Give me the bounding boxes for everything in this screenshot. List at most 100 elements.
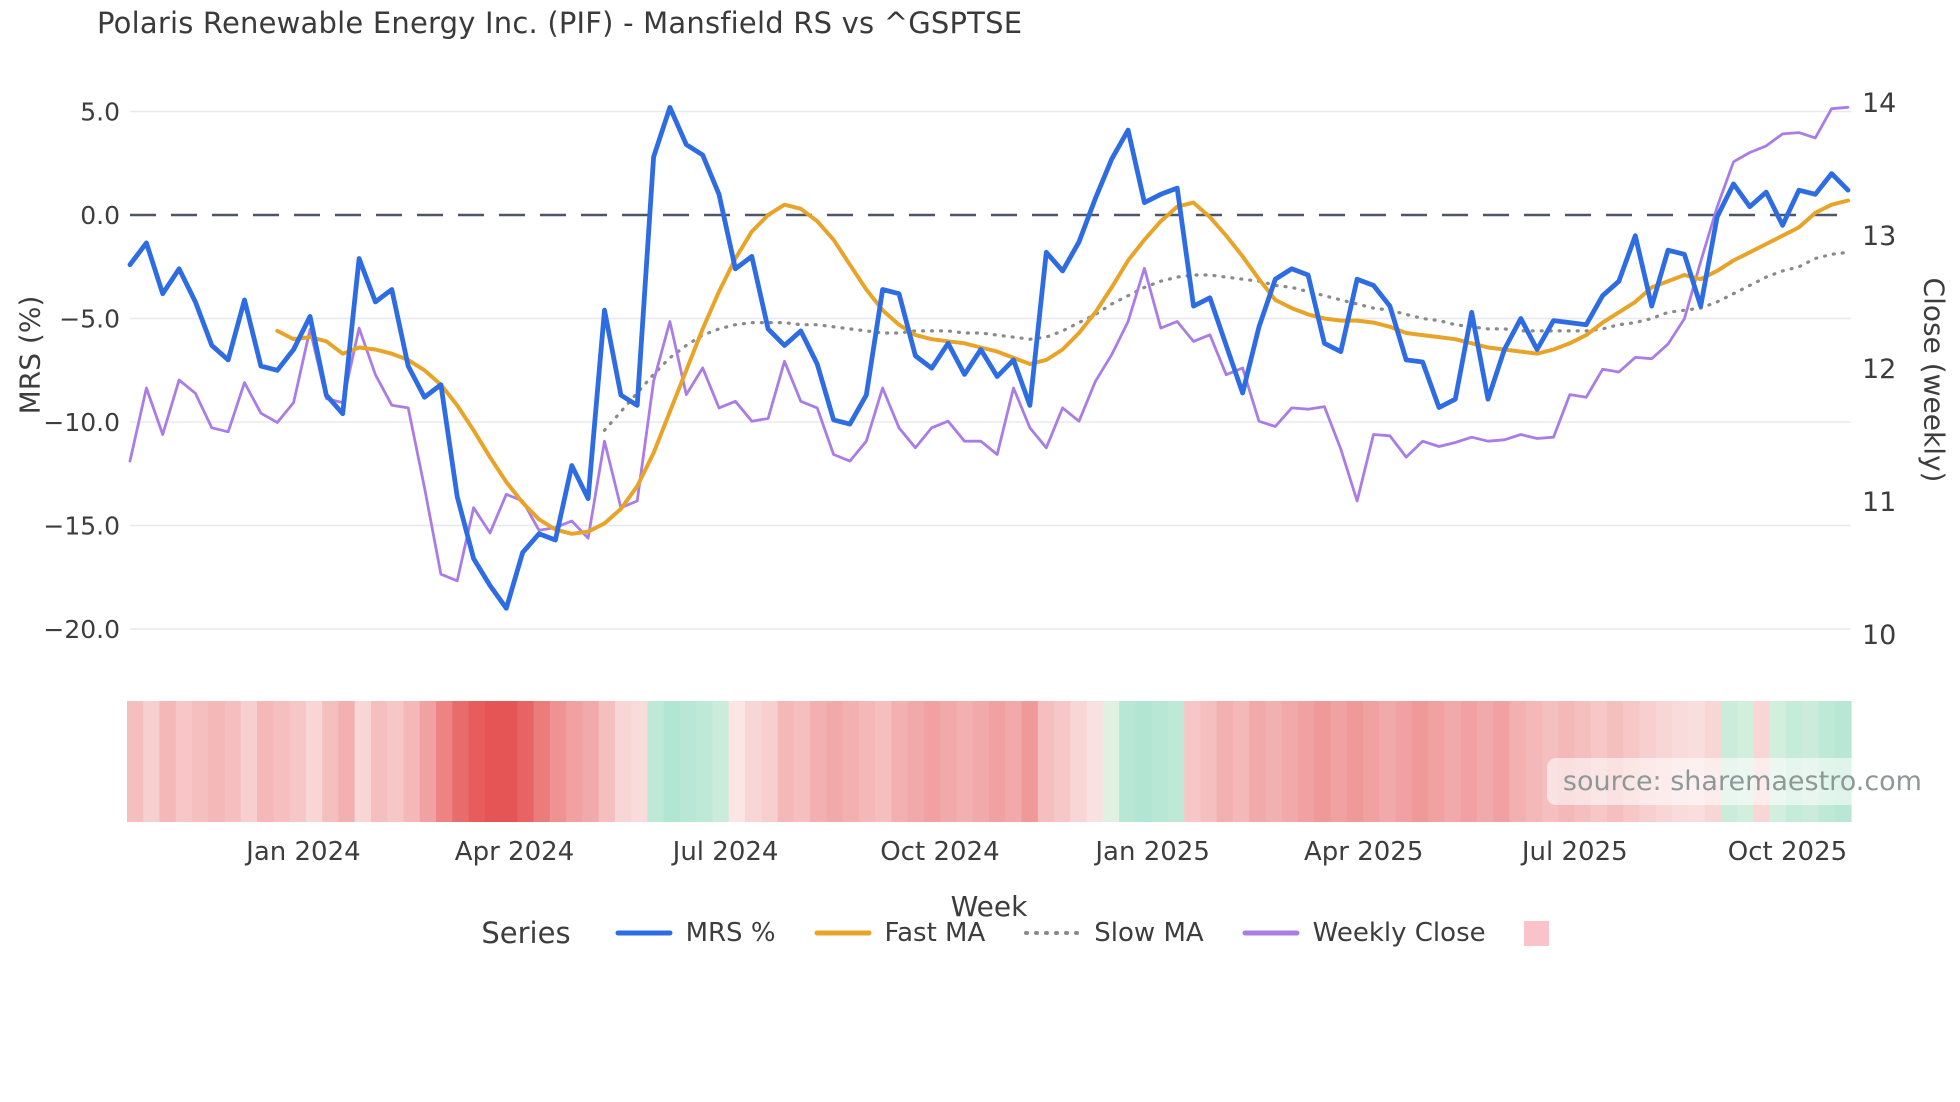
heatmap-cell (273, 701, 291, 822)
y-right-tick-label: 13 (1862, 221, 1896, 252)
heatmap-cell (777, 701, 795, 822)
heatmap-cell (1200, 701, 1218, 822)
x-axis-title: Week (950, 890, 1028, 923)
heatmap-cell (1314, 701, 1332, 822)
heatmap-cell (436, 701, 453, 822)
legend-item-label: Weekly Close (1312, 918, 1486, 948)
heatmap-cell (403, 701, 421, 822)
y-right-tick-label: 14 (1862, 88, 1896, 119)
heatmap-cell (143, 701, 161, 822)
heatmap-cell (1151, 701, 1169, 822)
y-left-tick-label: −15.0 (43, 512, 120, 541)
heatmap-cell (484, 701, 502, 822)
heatmap-cell (663, 701, 681, 822)
heatmap-cell (891, 701, 909, 822)
heatmap-cell (1021, 701, 1039, 822)
y-right-tick-label: 11 (1862, 487, 1896, 518)
heatmap-cell (907, 701, 925, 822)
heatmap-cell (696, 701, 714, 822)
heatmap-cell (354, 701, 372, 822)
x-tick-label: Oct 2025 (1728, 837, 1847, 867)
heatmap-cell (159, 701, 177, 822)
heatmap-cell (1476, 701, 1494, 822)
heatmap-cell (598, 701, 616, 822)
heatmap-cell (972, 701, 990, 822)
y-left-tick-label: −20.0 (43, 615, 120, 644)
fast-ma-line (275, 198, 1850, 536)
y-right-tick-label: 10 (1862, 620, 1896, 651)
heatmap-cell (1037, 701, 1055, 822)
legend-item-weekly-close: Weekly Close (1242, 918, 1486, 948)
heatmap-cell (858, 701, 876, 822)
chart-title: Polaris Renewable Energy Inc. (PIF) - Ma… (97, 6, 1023, 40)
heatmap-cell (1102, 701, 1120, 822)
heatmap-cell (192, 701, 209, 822)
legend-item-label: Fast MA (884, 918, 986, 948)
heatmap-cell (989, 701, 1006, 822)
heatmap-cell (305, 701, 323, 822)
slow-ma-line (602, 250, 1850, 432)
heatmap-cell (1265, 701, 1283, 822)
legend-item-label: MRS % (685, 918, 776, 948)
legend-line-swatch (814, 930, 872, 936)
heatmap-cell (728, 701, 746, 822)
x-tick-label: Jul 2024 (671, 837, 779, 867)
x-tick-label: Jan 2024 (244, 837, 361, 867)
legend-item-mrs-: MRS % (615, 918, 776, 948)
heatmap-cell (224, 701, 242, 822)
heatmap-cell (501, 701, 518, 822)
heatmap-cell (712, 701, 730, 822)
heatmap-cell (1135, 701, 1153, 822)
heatmap-cell (1086, 701, 1104, 822)
heatmap-cell (387, 701, 405, 822)
x-tick-label: Jan 2025 (1093, 837, 1210, 867)
heatmap-cell (322, 701, 340, 822)
heatmap-cell (647, 701, 665, 822)
heatmap-cell (1298, 701, 1315, 822)
heatmap-cell (582, 701, 600, 822)
heatmap-cell (1525, 701, 1543, 822)
heatmap-cell (810, 701, 827, 822)
heatmap-cell (875, 701, 893, 822)
heatmap-cell (1509, 701, 1527, 822)
y-left-tick-label: 5.0 (80, 98, 120, 127)
legend-heat-swatch (1523, 920, 1549, 946)
heatmap-cell (1167, 701, 1185, 822)
heatmap-cell (745, 701, 762, 822)
heatmap-cell (1379, 701, 1397, 822)
heatmap-cell (127, 701, 144, 822)
heatmap-cell (175, 701, 193, 822)
legend-item-label: Slow MA (1094, 918, 1204, 948)
mrs-line (127, 105, 1851, 611)
legend-item-heat-patch (1523, 920, 1549, 946)
heatmap-cell (549, 701, 567, 822)
heatmap-cell (240, 701, 258, 822)
weekly-close-line (128, 105, 1850, 583)
heatmap-cell (826, 701, 844, 822)
legend-line-swatch (1024, 931, 1081, 935)
heatmap-cell (842, 701, 860, 822)
heatmap-cell (1460, 701, 1478, 822)
heatmap-cell (761, 701, 779, 822)
y-right-tick-label: 12 (1862, 354, 1896, 385)
heatmap-cell (923, 701, 941, 822)
heatmap-cell (370, 701, 388, 822)
y-left-tick-label: −5.0 (59, 305, 120, 334)
x-tick-label: Jul 2025 (1520, 837, 1628, 867)
heatmap-cell (419, 701, 437, 822)
heatmap-cell (517, 701, 535, 822)
heatmap-cell (533, 701, 551, 822)
y-left-tick-label: 0.0 (80, 201, 120, 230)
heatmap-cell (1249, 701, 1267, 822)
legend-item-fast-ma: Fast MA (814, 918, 986, 948)
heatmap-cell (793, 701, 811, 822)
heatmap-cell (1054, 701, 1071, 822)
heatmap-cell (1346, 701, 1364, 822)
legend-line-swatch (1242, 930, 1300, 936)
heatmap-cell (679, 701, 697, 822)
heatmap-cell (1493, 701, 1511, 822)
heatmap-cell (468, 701, 486, 822)
heatmap-cell (1216, 701, 1234, 822)
source-watermark: source: sharemaestro.com (1546, 758, 1938, 805)
y-axis-title-left: MRS (%) (13, 295, 47, 415)
